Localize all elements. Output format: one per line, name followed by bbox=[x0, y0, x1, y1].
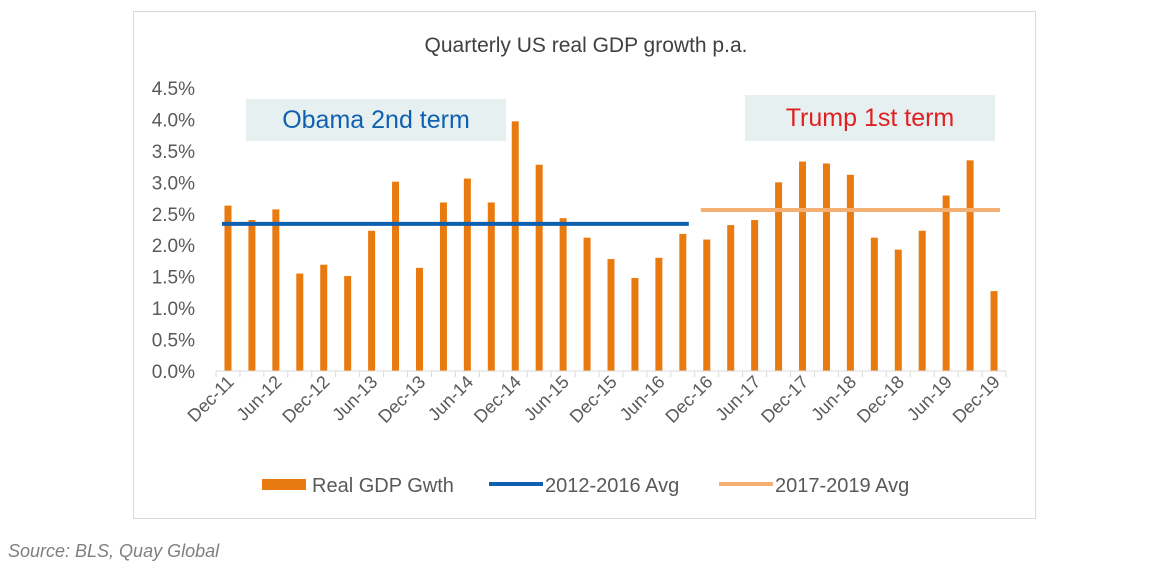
bar bbox=[224, 205, 232, 371]
bar bbox=[679, 233, 687, 371]
bar bbox=[990, 291, 998, 371]
x-tick-label: Jun-18 bbox=[807, 372, 860, 425]
bar bbox=[775, 182, 783, 371]
chart-frame: Quarterly US real GDP growth p.a. Obama … bbox=[133, 11, 1036, 519]
bar bbox=[583, 237, 591, 371]
x-tick-label: Jun-19 bbox=[903, 372, 956, 425]
bar bbox=[535, 164, 543, 371]
x-tick-label: Jun-15 bbox=[520, 372, 573, 425]
bar bbox=[511, 121, 519, 371]
annotations: Obama 2nd term Trump 1st term bbox=[246, 95, 995, 141]
bar bbox=[966, 160, 974, 371]
y-tick-label: 2.0% bbox=[152, 236, 195, 257]
legend: Real GDP Gwth 2012-2016 Avg 2017-2019 Avg bbox=[262, 475, 909, 497]
y-tick-label: 1.0% bbox=[152, 299, 195, 320]
x-tick-label: Jun-14 bbox=[424, 372, 477, 425]
bar bbox=[607, 259, 615, 371]
y-tick-label: 4.5% bbox=[152, 79, 195, 100]
x-tick-label: Jun-16 bbox=[616, 372, 669, 425]
x-tick-label: Dec-17 bbox=[757, 372, 812, 427]
bar bbox=[751, 220, 759, 371]
x-tick-label: Dec-19 bbox=[949, 372, 1004, 427]
bar bbox=[559, 218, 567, 371]
bar-series bbox=[224, 121, 998, 371]
y-tick-label: 2.5% bbox=[152, 205, 195, 226]
x-tick-label: Dec-12 bbox=[278, 372, 333, 427]
bar bbox=[918, 230, 926, 371]
bar bbox=[799, 161, 807, 371]
annotation-label: Obama 2nd term bbox=[282, 106, 470, 134]
legend-label: Real GDP Gwth bbox=[312, 475, 454, 497]
bar bbox=[631, 277, 639, 371]
annotation-label: Trump 1st term bbox=[786, 104, 955, 132]
bar bbox=[320, 264, 328, 371]
y-tick-label: 4.0% bbox=[152, 110, 195, 131]
x-tick-label: Dec-15 bbox=[566, 372, 621, 427]
bar bbox=[487, 202, 495, 371]
x-tick-label: Dec-14 bbox=[470, 372, 525, 427]
y-tick-label: 3.5% bbox=[152, 142, 195, 163]
x-tick-label: Dec-13 bbox=[374, 372, 429, 427]
x-tick-label: Jun-12 bbox=[233, 372, 286, 425]
x-tick-label: Jun-13 bbox=[328, 372, 381, 425]
bar bbox=[655, 257, 663, 371]
chart: Quarterly US real GDP growth p.a. Obama … bbox=[152, 34, 1007, 497]
y-tick-label: 0.0% bbox=[152, 362, 195, 383]
average-lines bbox=[221, 208, 1001, 226]
bar bbox=[439, 202, 447, 371]
bar bbox=[870, 237, 878, 371]
annotation-box bbox=[246, 99, 506, 141]
bar bbox=[344, 276, 352, 371]
bar bbox=[894, 249, 902, 371]
y-tick-label: 1.5% bbox=[152, 268, 195, 289]
bar bbox=[822, 163, 830, 371]
bar bbox=[703, 239, 711, 371]
legend-swatch bbox=[262, 479, 306, 490]
bar bbox=[272, 209, 280, 371]
y-tick-label: 3.0% bbox=[152, 173, 195, 194]
bar bbox=[727, 225, 735, 371]
x-tick-label: Dec-16 bbox=[661, 372, 716, 427]
bar bbox=[296, 273, 304, 371]
bar bbox=[248, 220, 256, 371]
x-tick-label: Jun-17 bbox=[711, 372, 764, 425]
y-axis: 0.0% 0.5% 1.0% 1.5% 2.0% 2.5% 3.0% 3.5% 4.0% 4.5% bbox=[152, 79, 195, 383]
bar bbox=[463, 178, 471, 371]
chart-title: Quarterly US real GDP growth p.a. bbox=[425, 34, 748, 57]
bar bbox=[415, 267, 423, 371]
legend-label: 2017-2019 Avg bbox=[775, 475, 909, 497]
source-note: Source: BLS, Quay Global bbox=[8, 541, 220, 561]
annotation-box bbox=[745, 95, 995, 141]
bar bbox=[368, 230, 376, 371]
bar bbox=[846, 174, 854, 371]
x-tick-label: Dec-18 bbox=[853, 372, 908, 427]
bar bbox=[942, 195, 950, 371]
bar bbox=[392, 181, 400, 371]
legend-label: 2012-2016 Avg bbox=[545, 475, 679, 497]
y-tick-label: 0.5% bbox=[152, 331, 195, 352]
x-axis: Dec-11Jun-12Dec-12Jun-13Dec-13Jun-14Dec-… bbox=[184, 370, 1007, 427]
